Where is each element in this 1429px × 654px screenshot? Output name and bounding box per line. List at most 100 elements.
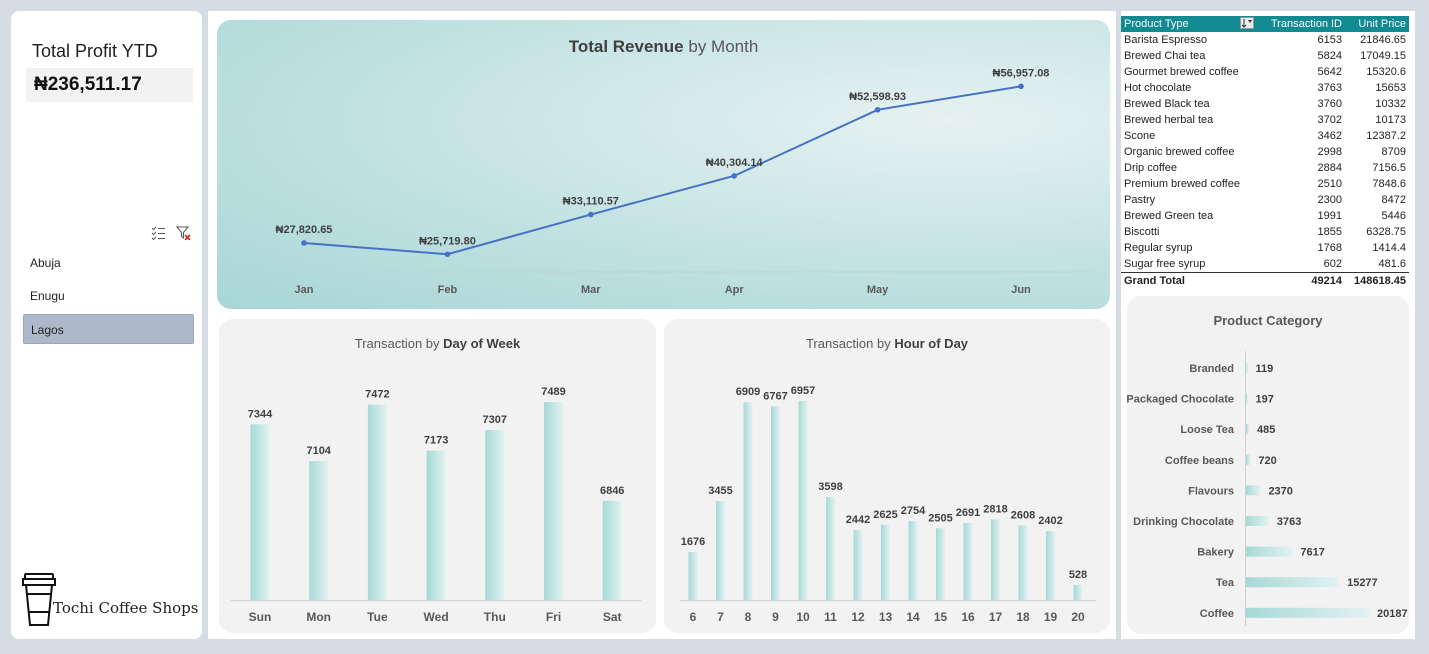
bar-category-label: 19 (1044, 610, 1058, 624)
hour-title-rest: Transaction by (805, 336, 895, 351)
cell-product-type: Brewed Chai tea (1124, 50, 1206, 62)
bar-data-label: 2818 (983, 503, 1007, 515)
bar (426, 450, 446, 600)
revenue-point (874, 106, 881, 113)
cell-product-type: Brewed herbal tea (1124, 114, 1214, 126)
cell-transaction-id: 5642 (1317, 66, 1342, 78)
table-row[interactable]: Regular syrup 1768 1414.4 (1121, 240, 1409, 256)
header-unit-price[interactable]: Unit Price (1345, 16, 1409, 32)
revenue-line (303, 85, 1022, 256)
header-product-type-label: Product Type (1124, 17, 1189, 30)
category-label: Branded (1189, 363, 1234, 375)
dow-title-rest: Transaction by (354, 336, 444, 351)
cell-unit-price: 15653 (1375, 82, 1406, 94)
table-row[interactable]: Hot chocolate 3763 15653 (1121, 80, 1409, 96)
table-row[interactable]: Premium brewed coffee 2510 7848.6 (1121, 176, 1409, 192)
bar-data-label: 7344 (248, 408, 273, 420)
bar-category-label: 7 (717, 610, 724, 624)
category-bar (1246, 546, 1293, 557)
revenue-chart-card: Total Revenue by Month ₦27,820.65 Jan ₦25,… (217, 20, 1110, 309)
multi-select-icon[interactable] (151, 226, 166, 240)
cell-product-type: Premium brewed coffee (1124, 178, 1240, 190)
revenue-line-chart: ₦27,820.65 Jan ₦25,719.80 Feb ₦33,110.57 Mar ₦… (232, 67, 1095, 296)
pivot-panel: Product Type Transaction ID Unit Price B… (1121, 11, 1415, 639)
cell-transaction-id: 1768 (1317, 242, 1342, 254)
slicer-item-enugu[interactable]: Enugu (30, 289, 65, 303)
kpi-card: ₦236,511.17 (26, 68, 193, 102)
table-row[interactable]: Brewed Green tea 1991 5446 (1121, 208, 1409, 224)
revenue-data-label: ₦27,820.65 (276, 224, 333, 236)
cell-transaction-id: 2884 (1317, 162, 1342, 174)
table-row[interactable]: Biscotti 1855 6328.75 (1121, 224, 1409, 240)
revenue-point (444, 251, 451, 258)
bar-category-label: 11 (824, 610, 837, 624)
category-bar (1246, 363, 1248, 373)
bar-data-label: 2402 (1038, 515, 1062, 527)
dow-chart-title: Transaction by Day of Week (219, 336, 656, 351)
filter-panel: Total Profit YTD ₦236,511.17 Abuja Enugu… (11, 11, 202, 639)
bar (991, 519, 1000, 600)
table-row[interactable]: Gourmet brewed coffee 5642 15320.6 (1121, 64, 1409, 80)
kpi-value: ₦236,511.17 (34, 74, 142, 95)
slicer-item-abuja[interactable]: Abuja (30, 256, 61, 270)
cell-product-type: Brewed Green tea (1124, 210, 1214, 222)
bar (936, 528, 945, 600)
cell-unit-price: 5446 (1381, 210, 1406, 222)
cell-unit-price: 15320.6 (1366, 66, 1406, 78)
table-row[interactable]: Brewed Black tea 3760 10332 (1121, 96, 1409, 112)
revenue-month-label: Jun (1011, 284, 1031, 296)
category-label: Tea (1216, 577, 1235, 589)
slicer-item-lagos[interactable]: Lagos (23, 314, 194, 344)
cell-unit-price: 21846.65 (1360, 34, 1406, 46)
bar-data-label: 2505 (928, 512, 952, 524)
table-row[interactable]: Brewed herbal tea 3702 10173 (1121, 112, 1409, 128)
hour-chart-card: Transaction by Hour of Day 1676 6 3455 7 690… (664, 319, 1110, 633)
category-label: Coffee beans (1165, 455, 1234, 467)
bar (908, 521, 918, 600)
table-row[interactable]: Organic brewed coffee 2998 8709 (1121, 144, 1409, 160)
category-bar (1246, 393, 1248, 404)
bar-category-label: Wed (424, 610, 449, 624)
bar-category-label: 13 (879, 610, 893, 624)
bar (1046, 531, 1055, 600)
header-product-type[interactable]: Product Type (1121, 16, 1261, 32)
bar-category-label: 8 (745, 610, 752, 624)
brand-logo: Tochi Coffee Shops (22, 572, 202, 628)
category-label: Drinking Chocolate (1133, 516, 1234, 528)
revenue-point (301, 240, 307, 246)
revenue-point (1018, 83, 1024, 90)
cell-unit-price: 1414.4 (1372, 242, 1406, 254)
hour-bar-chart: 1676 6 3455 7 6909 8 6767 9 6957 10 3598 11 2442 12 26… (680, 385, 1096, 624)
revenue-data-label: ₦25,719.80 (419, 235, 476, 247)
bar (853, 530, 863, 600)
cell-product-type: Drip coffee (1124, 162, 1177, 174)
category-bar (1246, 485, 1261, 496)
cell-unit-price: 7156.5 (1372, 162, 1406, 174)
bar (798, 400, 808, 600)
category-bar (1246, 516, 1269, 526)
table-row[interactable]: Sugar free syrup 602 481.6 (1121, 256, 1409, 272)
bar-category-label: Fri (546, 610, 561, 624)
table-row[interactable]: Barista Espresso 6153 21846.65 (1121, 32, 1409, 48)
bar (1018, 525, 1028, 600)
bar-category-label: 18 (1016, 610, 1030, 624)
clear-filter-icon[interactable] (176, 226, 191, 240)
table-row[interactable]: Drip coffee 2884 7156.5 (1121, 160, 1409, 176)
category-label: Flavours (1188, 485, 1234, 497)
sort-filter-icon[interactable] (1239, 17, 1254, 30)
category-data-label: 119 (1256, 363, 1274, 375)
revenue-month-label: Mar (581, 284, 601, 296)
cell-unit-price: 7848.6 (1372, 178, 1406, 190)
cell-unit-price: 12387.2 (1366, 130, 1406, 142)
table-row[interactable]: Brewed Chai tea 5824 17049.15 (1121, 48, 1409, 64)
kpi-title: Total Profit YTD (32, 41, 158, 61)
bar-data-label: 3598 (818, 481, 842, 493)
table-row[interactable]: Scone 3462 12387.2 (1121, 128, 1409, 144)
header-transaction-id[interactable]: Transaction ID (1261, 16, 1345, 32)
bar-data-label: 528 (1069, 569, 1087, 581)
grand-total-label: Grand Total (1121, 271, 1261, 289)
bar (688, 552, 698, 600)
cell-product-type: Hot chocolate (1124, 82, 1192, 94)
revenue-month-label: May (867, 284, 889, 296)
table-row[interactable]: Pastry 2300 8472 (1121, 192, 1409, 208)
